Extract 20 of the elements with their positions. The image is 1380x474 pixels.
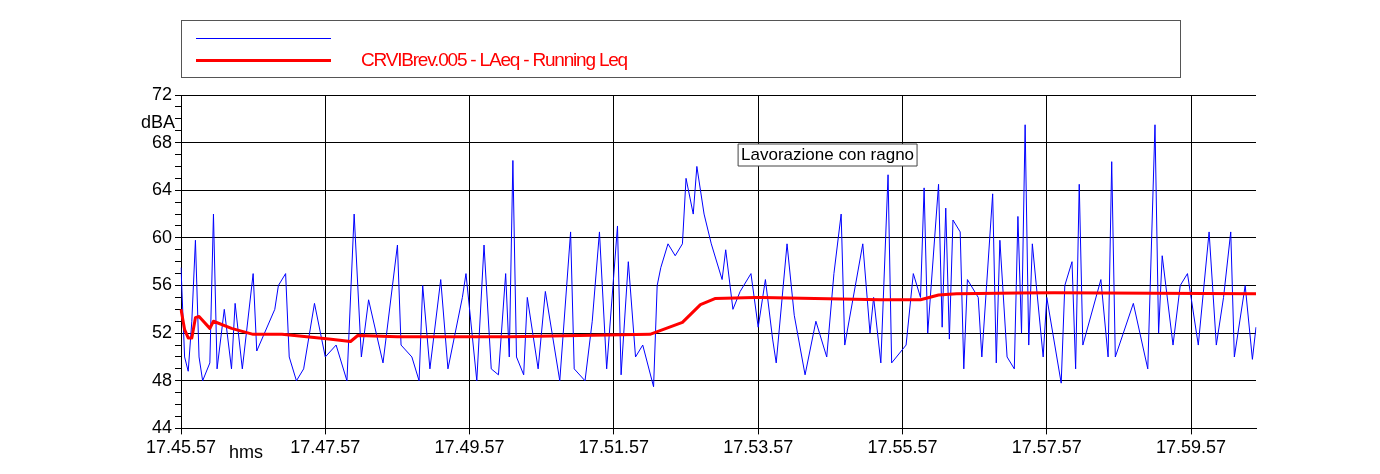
text: CRVIBrev.005 - LAeq - Running Leq bbox=[361, 49, 627, 71]
y-tick-label: 48 bbox=[151, 369, 172, 390]
x-tick-label: 17.47.57 bbox=[290, 437, 361, 458]
x-axis-title: hms bbox=[228, 442, 263, 463]
y-axis-title: dBA bbox=[140, 111, 175, 132]
x-tick-label: 17.53.57 bbox=[723, 437, 794, 458]
annotation: Lavorazione con ragno bbox=[741, 144, 915, 164]
x-tick-label: 17.57.57 bbox=[1011, 437, 1082, 458]
y-tick-label: 72 bbox=[151, 83, 172, 104]
y-tick-label: 44 bbox=[151, 417, 172, 438]
y-tick-label: 68 bbox=[151, 131, 172, 152]
x-tick-label: 17.59.57 bbox=[1156, 437, 1227, 458]
y-tick-label: 60 bbox=[151, 226, 172, 247]
y-tick-label: 52 bbox=[151, 322, 172, 343]
x-tick-label: 17.55.57 bbox=[867, 437, 938, 458]
x-tick-label: 17.49.57 bbox=[434, 437, 505, 458]
y-tick-label: 56 bbox=[151, 274, 172, 295]
y-tick-label: 64 bbox=[151, 179, 172, 200]
x-tick-label: 17.45.57 bbox=[145, 437, 217, 458]
x-tick-label: 17.51.57 bbox=[578, 437, 649, 458]
